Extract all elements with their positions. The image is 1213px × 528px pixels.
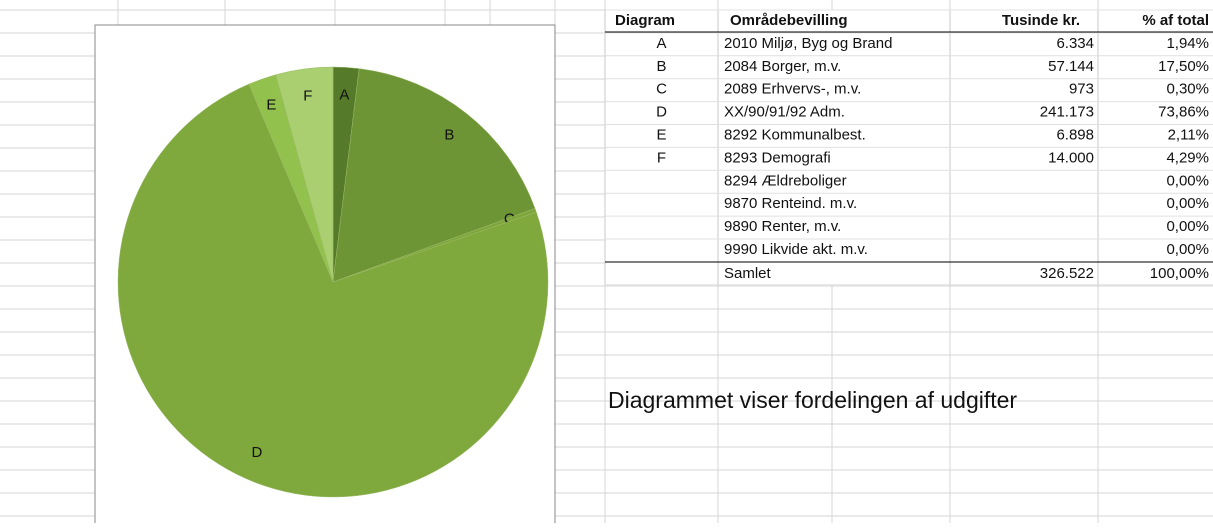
table-cell: 0,00% xyxy=(1166,172,1209,189)
table-cell: 241.173 xyxy=(1040,104,1094,121)
table-cell: 9870 Renteind. m.v. xyxy=(724,195,857,212)
column-header: Områdebevilling xyxy=(730,12,848,29)
table-cell: 8292 Kommunalbest. xyxy=(724,126,866,143)
slice-label: F xyxy=(303,88,312,105)
table-cell: F xyxy=(657,149,666,166)
table-cell: 8293 Demografi xyxy=(724,149,831,166)
table-cell: D xyxy=(656,104,667,121)
slice-label: D xyxy=(251,444,262,461)
table-cell: 6.898 xyxy=(1056,126,1094,143)
slice-label: B xyxy=(444,127,454,144)
table-cell: XX/90/91/92 Adm. xyxy=(724,104,845,121)
table-cell: 0,00% xyxy=(1166,241,1209,258)
table-cell: A xyxy=(656,35,666,52)
table-cell: 6.334 xyxy=(1056,35,1094,52)
table-cell: B xyxy=(656,58,666,75)
table-cell: 9990 Likvide akt. m.v. xyxy=(724,241,868,258)
table-cell: E xyxy=(656,126,666,143)
table-cell: C xyxy=(656,81,667,98)
pie-slice xyxy=(275,66,334,283)
caption: Diagrammet viser fordelingen af udgifter xyxy=(608,387,1017,413)
table-cell: 0,30% xyxy=(1166,81,1209,98)
table-cell: 0,00% xyxy=(1166,218,1209,235)
table-cell: 1,94% xyxy=(1166,35,1209,52)
table-cell: 4,29% xyxy=(1166,149,1209,166)
total-cell: 100,00% xyxy=(1150,265,1209,282)
table-cell: 73,86% xyxy=(1158,104,1209,121)
table-cell: 2010 Miljø, Byg og Brand xyxy=(724,35,892,52)
column-header: Tusinde kr. xyxy=(1002,12,1080,29)
table-cell: 973 xyxy=(1069,81,1094,98)
table-cell: 9890 Renter, m.v. xyxy=(724,218,841,235)
table-cell: 17,50% xyxy=(1158,58,1209,75)
pie-slice xyxy=(117,83,549,498)
slice-label: C xyxy=(504,211,515,228)
table-cell: 2089 Erhvervs-, m.v. xyxy=(724,81,861,98)
table-cell: 14.000 xyxy=(1048,149,1094,166)
total-cell: 326.522 xyxy=(1040,265,1094,282)
slice-label: A xyxy=(339,86,349,103)
column-header: % af total xyxy=(1142,12,1209,29)
total-cell: Samlet xyxy=(724,265,772,282)
table-cell: 2,11% xyxy=(1168,126,1209,143)
column-header: Diagram xyxy=(615,12,675,29)
pie-slice xyxy=(332,68,536,283)
table-cell: 0,00% xyxy=(1166,195,1209,212)
table-cell: 57.144 xyxy=(1048,58,1094,75)
table-cell: 8294 Ældreboliger xyxy=(724,172,847,189)
slice-label: E xyxy=(266,96,276,113)
table-cell: 2084 Borger, m.v. xyxy=(724,58,841,75)
